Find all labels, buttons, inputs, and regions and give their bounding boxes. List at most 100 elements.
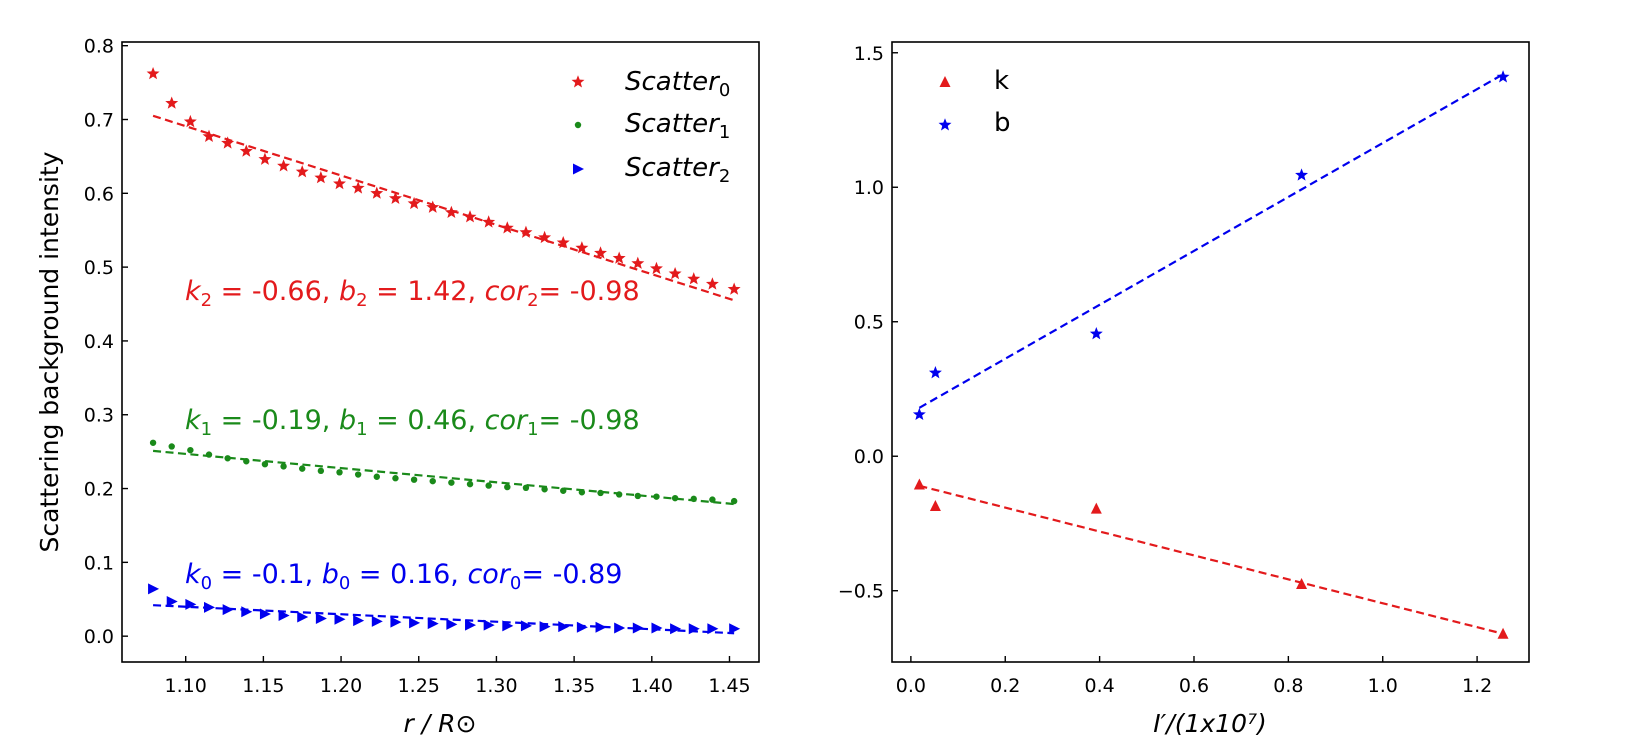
point-scatter0 — [146, 66, 160, 80]
legend-label-b: b — [994, 108, 1011, 138]
point-k — [1296, 577, 1308, 589]
point-scatter1 — [280, 463, 287, 470]
point-scatter1 — [410, 476, 418, 483]
x-tick-label: 1.20 — [320, 675, 362, 697]
y-tick-label: 0.7 — [84, 110, 114, 132]
point-k — [929, 499, 941, 511]
point-scatter0 — [727, 282, 741, 295]
point-scatter2 — [185, 598, 197, 610]
x-tick-label: 1.40 — [631, 675, 673, 697]
point-scatter2 — [353, 615, 365, 627]
left-y-axis-label: Scattering background intensity — [35, 151, 64, 552]
left-legend: Scatter0 Scatter1 Scatter2 — [571, 67, 730, 187]
point-scatter2 — [222, 604, 234, 616]
point-scatter2 — [241, 606, 253, 618]
legend-label-scatter0: Scatter0 — [625, 67, 730, 101]
point-scatter1 — [261, 460, 269, 468]
point-scatter1 — [560, 487, 567, 494]
point-scatter2 — [729, 623, 741, 635]
y-tick-label: −0.5 — [838, 581, 884, 603]
point-scatter2 — [502, 620, 514, 632]
point-scatter1 — [373, 473, 380, 480]
x-tick-label: 0.0 — [896, 675, 926, 697]
point-scatter0 — [183, 114, 197, 128]
left-axes-frame — [121, 41, 760, 663]
right-x-axis-label: I′/(1x10⁷) — [1153, 709, 1267, 735]
point-k — [1090, 502, 1102, 514]
point-scatter2 — [166, 595, 178, 607]
point-k — [1497, 627, 1509, 639]
fit-line-k — [919, 484, 1504, 635]
point-scatter1 — [522, 484, 530, 492]
point-scatter0 — [314, 171, 328, 184]
x-tick-label: 0.2 — [990, 675, 1020, 697]
point-scatter0 — [202, 129, 216, 142]
point-scatter0 — [519, 225, 533, 238]
legend-symbol-scatter0 — [571, 75, 585, 88]
x-tick-label: 1.0 — [1368, 675, 1398, 697]
point-scatter0 — [482, 215, 496, 228]
point-scatter0 — [239, 144, 253, 157]
y-tick-label: 0.8 — [84, 36, 114, 58]
y-tick-label: 0.5 — [84, 257, 114, 279]
point-scatter1 — [730, 497, 738, 505]
point-scatter2 — [539, 621, 551, 633]
point-scatter1 — [615, 491, 623, 498]
x-tick-label: 0.4 — [1085, 675, 1115, 697]
right-axes-frame — [891, 41, 1530, 663]
point-scatter0 — [333, 176, 346, 190]
point-scatter0 — [370, 186, 384, 199]
point-scatter0 — [351, 181, 365, 194]
point-scatter2 — [427, 618, 439, 630]
point-scatter2 — [707, 623, 719, 635]
x-tick-label: 1.25 — [398, 675, 440, 697]
x-tick-label: 1.2 — [1462, 675, 1492, 697]
legend-label-scatter2: Scatter2 — [625, 153, 730, 187]
point-scatter1 — [448, 479, 455, 486]
point-scatter2 — [483, 619, 495, 631]
point-scatter2 — [371, 615, 383, 627]
point-scatter0 — [165, 96, 179, 109]
point-b — [1295, 168, 1309, 181]
point-scatter0 — [388, 191, 402, 204]
point-b — [928, 366, 942, 379]
y-tick-label: 0.2 — [84, 479, 114, 501]
point-scatter1 — [597, 489, 604, 497]
left-axis-ticks: 1.10 1.15 1.20 1.25 1.30 1.35 1.40 1.45 0.0 0.1 0.… — [84, 36, 751, 697]
legend-marker-scatter0 — [571, 75, 585, 88]
legend-marker-scatter1 — [574, 121, 582, 129]
point-scatter1 — [653, 493, 660, 500]
y-tick-label: 0.6 — [84, 183, 114, 205]
fit-line-scatter2 — [153, 604, 735, 635]
point-scatter2 — [148, 583, 160, 595]
point-scatter2 — [334, 613, 346, 625]
y-tick-label: 0.0 — [854, 446, 884, 468]
legend-symbol-scatter2 — [573, 163, 584, 175]
point-scatter0 — [463, 210, 477, 223]
point-scatter2 — [595, 621, 607, 633]
y-tick-label: 0.0 — [84, 626, 114, 648]
point-scatter2 — [315, 612, 327, 624]
point-scatter1 — [299, 465, 306, 472]
point-scatter0 — [649, 261, 663, 275]
legend-marker-b — [938, 118, 952, 131]
point-k — [913, 478, 925, 490]
point-scatter1 — [690, 495, 697, 503]
point-b — [912, 407, 926, 421]
left-chart-panel: 1.10 1.15 1.20 1.25 1.30 1.35 1.40 1.45 0.0 0.1 0.… — [35, 36, 760, 735]
y-tick-label: 0.1 — [84, 552, 114, 574]
point-scatter0 — [631, 256, 645, 269]
point-scatter2 — [409, 617, 421, 629]
point-scatter2 — [259, 608, 271, 620]
y-tick-label: 0.4 — [84, 331, 114, 353]
legend-marker-k — [939, 76, 951, 87]
right-chart-panel: 0.0 0.2 0.4 0.6 0.8 1.0 1.2 −0.5 0.0 0.5 1.0 1.5 k … — [838, 41, 1530, 735]
point-scatter1 — [504, 483, 511, 491]
point-scatter1 — [317, 467, 325, 475]
point-scatter0 — [277, 159, 291, 172]
annotation-fit-green: k1 = -0.19, b1 = 0.46, cor1= -0.98 — [185, 405, 640, 440]
point-scatter2 — [670, 623, 682, 635]
point-scatter0 — [556, 235, 570, 249]
legend-symbol-scatter1 — [574, 121, 582, 129]
point-scatter2 — [204, 601, 216, 613]
